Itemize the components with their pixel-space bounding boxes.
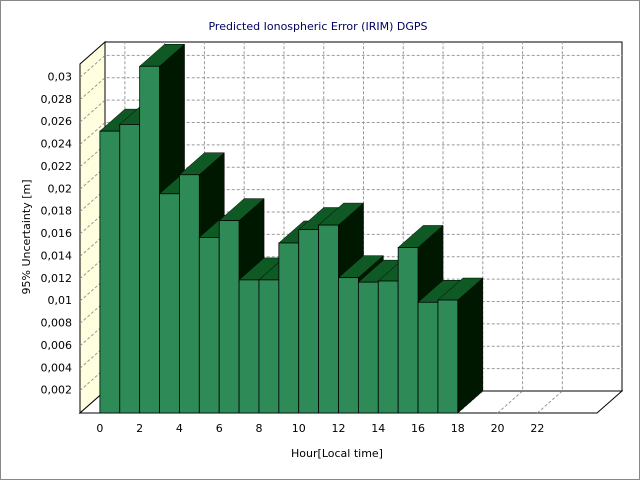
y-tick-label: 0,018 <box>41 205 73 218</box>
x-tick-label: 12 <box>332 422 346 435</box>
bar <box>238 279 260 414</box>
bar <box>179 174 200 414</box>
y-tick-label: 0,028 <box>41 93 73 106</box>
y-tick-label: 0,024 <box>41 138 73 151</box>
grid-line <box>79 211 622 235</box>
grid-line <box>537 42 563 414</box>
bar <box>437 299 459 414</box>
bar <box>139 65 160 414</box>
x-tick-label: 4 <box>176 422 183 435</box>
bar <box>338 277 359 414</box>
y-tick-label: 0,014 <box>41 249 73 262</box>
bar <box>377 280 399 414</box>
bar <box>417 301 439 414</box>
x-tick-label: 22 <box>530 422 544 435</box>
y-axis-label: 95% Uncertainty [m] <box>20 179 33 294</box>
grid-line <box>79 122 622 145</box>
bar <box>357 281 379 414</box>
bar <box>119 124 141 414</box>
chart-title: Predicted Ionospheric Error (IRIM) DGPS <box>208 20 427 33</box>
y-tick-label: 0,004 <box>41 361 73 374</box>
bar <box>218 220 240 414</box>
y-tick-label: 0,006 <box>41 339 73 352</box>
x-tick-label: 10 <box>292 422 306 435</box>
bar <box>318 224 339 414</box>
grid-line <box>79 189 622 213</box>
grid-line <box>79 54 622 78</box>
x-tick-label: 14 <box>371 422 385 435</box>
grid-line <box>79 278 622 302</box>
grid-line <box>79 144 622 168</box>
bar <box>159 193 180 414</box>
x-tick-label: 6 <box>216 422 223 435</box>
y-tick-label: 0,012 <box>41 272 73 285</box>
y-tick-label: 0,026 <box>41 115 73 128</box>
grid-line <box>79 99 622 123</box>
bar <box>397 247 419 414</box>
grid-line <box>79 233 622 257</box>
y-tick-label: 0,01 <box>48 294 73 307</box>
x-tick-label: 16 <box>411 422 425 435</box>
bar-side <box>457 277 484 414</box>
grid-line <box>79 256 622 280</box>
y-tick-label: 0,016 <box>41 227 73 240</box>
y-tick-label: 0,022 <box>41 160 73 173</box>
bar <box>258 279 280 414</box>
y-tick-label: 0,008 <box>41 317 73 330</box>
y-tick-label: 0,02 <box>48 182 73 195</box>
bar <box>198 236 220 414</box>
grid-line <box>79 77 622 101</box>
y-tick-label: 0,03 <box>48 70 73 83</box>
grid-line <box>497 42 524 414</box>
x-tick-label: 20 <box>491 422 505 435</box>
x-tick-label: 0 <box>96 422 103 435</box>
bar <box>99 130 121 414</box>
x-tick-label: 2 <box>136 422 143 435</box>
x-tick-label: 8 <box>255 422 262 435</box>
grid-line <box>79 166 622 190</box>
bar <box>278 242 300 414</box>
x-axis-label: Hour[Local time] <box>291 447 383 460</box>
y-tick-label: 0,002 <box>41 384 73 397</box>
x-tick-label: 18 <box>451 422 465 435</box>
bar <box>298 229 320 414</box>
